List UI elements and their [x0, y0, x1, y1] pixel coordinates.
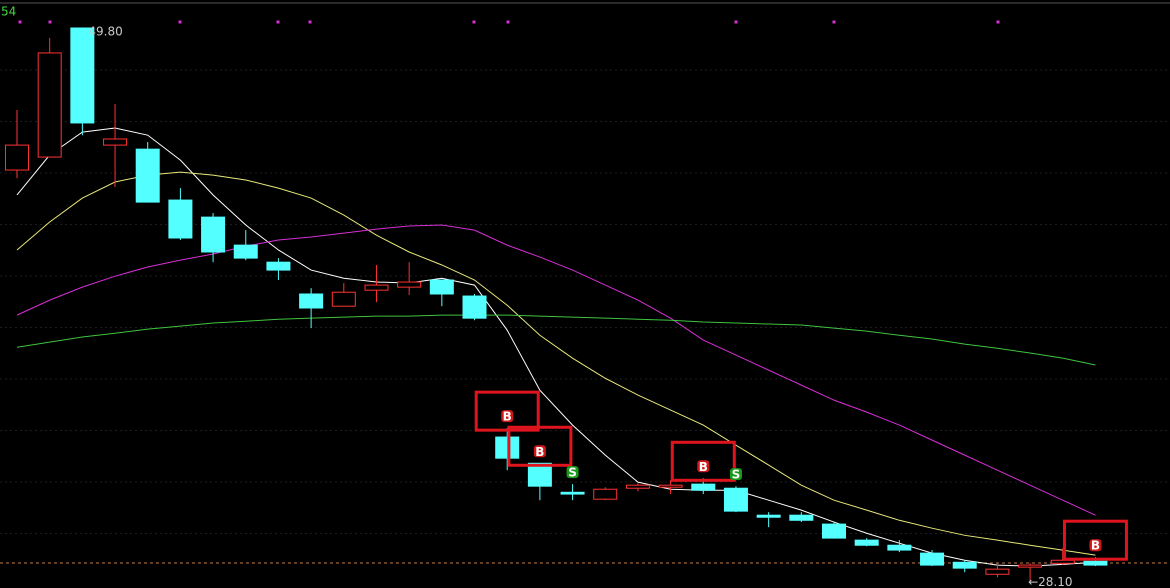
signal-box [670, 440, 736, 482]
candle-body [854, 539, 879, 546]
signal-badge [729, 468, 742, 481]
dot [276, 20, 280, 24]
candle-body [429, 279, 454, 295]
signal-box [474, 390, 540, 432]
candle-body [135, 148, 160, 203]
candle-body [397, 281, 422, 288]
dot [48, 20, 52, 24]
dot [18, 20, 22, 24]
high-label: 49.80 [88, 25, 122, 39]
candle-body [723, 487, 748, 512]
candle-body [658, 484, 683, 488]
dot [734, 20, 738, 24]
signal-label: B [1091, 539, 1100, 553]
candle-body [920, 552, 945, 566]
candle-body [331, 291, 356, 307]
dot [308, 20, 312, 24]
candle-body [201, 216, 226, 253]
signal-label: B [699, 460, 708, 474]
indicator-dots [18, 20, 1000, 24]
candle-body [5, 144, 29, 171]
candle-body [625, 484, 650, 489]
candle-body [1018, 564, 1043, 568]
candle-body [1083, 560, 1108, 566]
candle-body [495, 436, 520, 459]
ma-line [16, 171, 1096, 556]
ma-line [16, 314, 1096, 366]
signal-badge [501, 410, 514, 423]
candle-body [822, 523, 846, 539]
candle-body [593, 488, 618, 500]
signal-box [507, 425, 573, 467]
candle-body [462, 295, 487, 319]
dot [178, 20, 182, 24]
signal-label: B [535, 445, 544, 459]
top-label: 54 [1, 5, 16, 19]
candle-body [364, 284, 389, 291]
dot [472, 20, 476, 24]
candle-body [952, 561, 977, 569]
signal-badge [533, 445, 546, 458]
candle-body [299, 293, 324, 309]
candle-body [691, 483, 716, 491]
dot [996, 20, 1000, 24]
signal-box [1062, 519, 1128, 561]
candle-body [1050, 559, 1075, 564]
dot [832, 20, 836, 24]
signal-badge [566, 466, 579, 479]
candle-body [887, 544, 912, 551]
dot [506, 20, 510, 24]
signal-label: S [732, 468, 741, 482]
candle-body [756, 514, 781, 518]
candle-body [789, 514, 814, 521]
candle-body [70, 27, 95, 124]
signal-badge [1089, 539, 1102, 552]
low-label: ←28.10 [1028, 575, 1072, 588]
candle-body [266, 261, 291, 271]
ma-line [16, 127, 1096, 567]
signal-label: B [503, 410, 512, 424]
candle-body [985, 568, 1010, 575]
candle-body [168, 199, 193, 239]
candle-body [37, 52, 62, 158]
candle-body [560, 491, 585, 495]
candle-body [527, 462, 552, 487]
signal-label: S [568, 466, 577, 480]
candle-body [103, 138, 128, 146]
signal-badge [697, 460, 710, 473]
candle-body [233, 244, 258, 259]
ma-line [16, 224, 1096, 516]
